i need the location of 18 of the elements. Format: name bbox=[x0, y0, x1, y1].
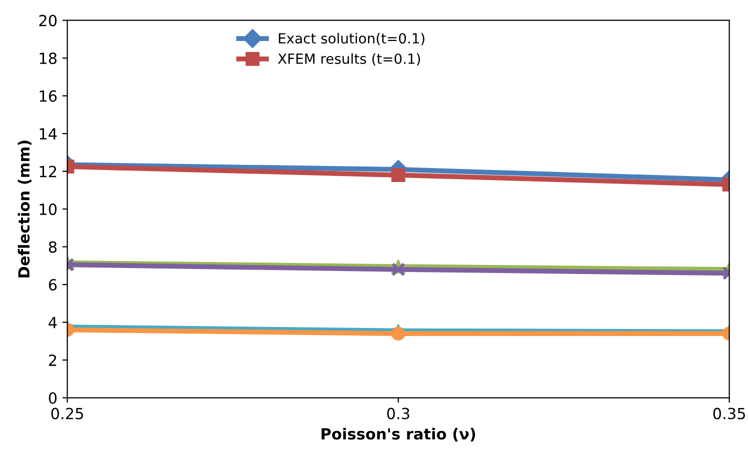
y-tick-label: 10 bbox=[40, 204, 57, 216]
legend-label: Exact solution(t=0.1) bbox=[278, 32, 424, 46]
y-tick-label: 12 bbox=[40, 166, 56, 178]
y-tick-label: 16 bbox=[40, 90, 57, 102]
y-tick-label: 4 bbox=[48, 316, 57, 328]
y-tick-label: 8 bbox=[48, 241, 57, 253]
x-tick-label: 0.35 bbox=[713, 408, 745, 420]
x-tick-label: 0.25 bbox=[51, 408, 83, 420]
y-axis-title: Deflection (mm) bbox=[18, 140, 32, 278]
y-tick-label: 0 bbox=[48, 392, 57, 404]
y-tick-label: 20 bbox=[39, 14, 57, 26]
y-tick-label: 18 bbox=[40, 52, 57, 64]
x-axis-title: Poisson's ratio (ν) bbox=[322, 428, 476, 442]
x-tick-label: 0.3 bbox=[387, 408, 410, 420]
y-tick-label: 14 bbox=[40, 128, 57, 140]
y-tick-label: 6 bbox=[48, 279, 57, 291]
legend-label: XFEM results (t=0.1) bbox=[278, 53, 420, 66]
y-tick-label: 2 bbox=[48, 354, 56, 366]
